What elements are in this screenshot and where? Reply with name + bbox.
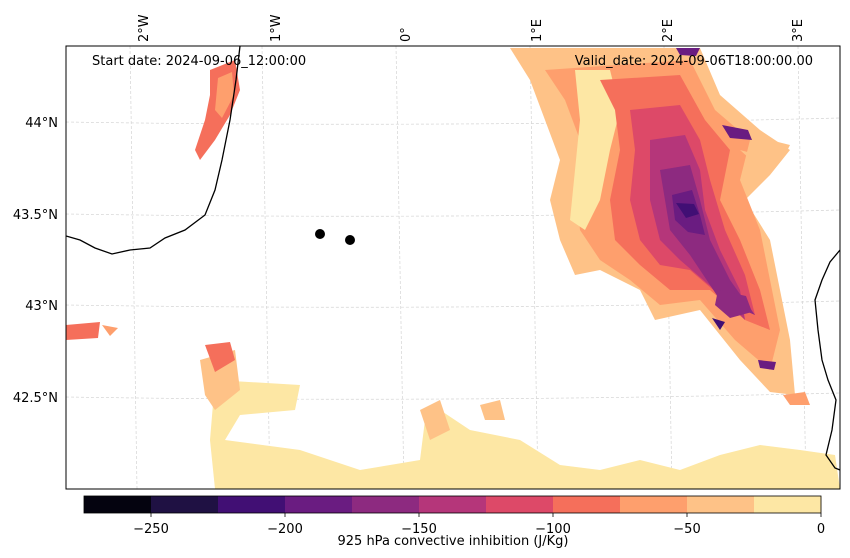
lon-label-2w: 2°W bbox=[137, 14, 152, 42]
colorbar-segment bbox=[151, 496, 219, 513]
cin-field-west bbox=[66, 60, 240, 340]
colorbar-tick-label: −250 bbox=[133, 522, 169, 537]
lat-label-43n: 43°N bbox=[25, 299, 58, 314]
colorbar-segment bbox=[352, 496, 420, 513]
lon-label-2e: 2°E bbox=[661, 19, 676, 42]
lat-label-43-5n: 43.5°N bbox=[13, 208, 58, 223]
colorbar-tick-label: 0 bbox=[817, 522, 825, 537]
start-date-label: Start date: 2024-09-06_12:00:00 bbox=[92, 54, 306, 69]
colorbar-frame bbox=[83, 495, 822, 514]
lon-label-3e: 3°E bbox=[791, 19, 806, 42]
map-frame bbox=[65, 45, 841, 490]
colorbar-segment bbox=[687, 496, 755, 513]
gridline-lon bbox=[261, 46, 271, 489]
colorbar-tick-label: −200 bbox=[267, 522, 303, 537]
cin-field-south bbox=[200, 342, 840, 489]
gridline-lon bbox=[797, 46, 807, 489]
colorbar-segment bbox=[754, 496, 822, 513]
colorbar-ticks: −250 −200 −150 −100 −50 0 bbox=[133, 522, 825, 537]
colorbar bbox=[83, 495, 822, 517]
colorbar-tick-label: −150 bbox=[401, 522, 437, 537]
valid-date-label: Valid_date: 2024-09-06T18:00:00.00 bbox=[575, 54, 813, 69]
colorbar-segment bbox=[620, 496, 688, 513]
gridline-lon bbox=[395, 46, 405, 489]
point-marker-2 bbox=[345, 235, 355, 245]
colorbar-segment bbox=[419, 496, 487, 513]
gridline-lon bbox=[529, 46, 539, 489]
map-content bbox=[66, 46, 840, 489]
lon-label-0: 0° bbox=[399, 27, 414, 42]
coastline-east bbox=[814, 249, 840, 471]
colorbar-segment bbox=[285, 496, 353, 513]
coastline-west bbox=[66, 46, 241, 255]
gridline-lon bbox=[129, 46, 138, 489]
colorbar-segment bbox=[486, 496, 554, 513]
lon-label-1w: 1°W bbox=[269, 14, 284, 42]
lon-label-1e: 1°E bbox=[530, 19, 545, 42]
colorbar-tick-label: −100 bbox=[535, 522, 571, 537]
colorbar-title: 925 hPa convective inhibition (J/Kg) bbox=[338, 534, 569, 549]
lat-label-44n: 44°N bbox=[25, 116, 58, 131]
point-marker-1 bbox=[315, 229, 325, 239]
lat-label-42-5n: 42.5°N bbox=[13, 391, 58, 406]
colorbar-segment bbox=[218, 496, 286, 513]
gridline-lat bbox=[66, 392, 840, 400]
cin-field-east bbox=[510, 48, 810, 405]
colorbar-tick-label: −50 bbox=[673, 522, 700, 537]
colorbar-segment bbox=[84, 496, 152, 513]
colorbar-segment bbox=[553, 496, 621, 513]
coastline bbox=[66, 46, 840, 471]
